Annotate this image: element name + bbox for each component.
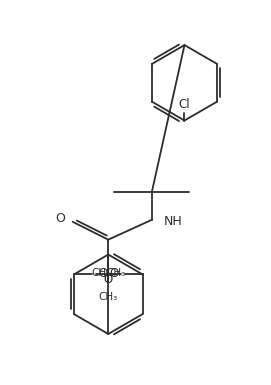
Text: O: O xyxy=(104,273,113,286)
Text: CH₃: CH₃ xyxy=(99,292,118,302)
Text: NH: NH xyxy=(164,215,182,228)
Text: O: O xyxy=(109,267,118,280)
Text: CH₃: CH₃ xyxy=(91,268,111,278)
Text: O: O xyxy=(55,212,65,225)
Text: O: O xyxy=(98,267,107,280)
Text: CH₃: CH₃ xyxy=(106,268,125,278)
Text: Cl: Cl xyxy=(179,97,190,110)
